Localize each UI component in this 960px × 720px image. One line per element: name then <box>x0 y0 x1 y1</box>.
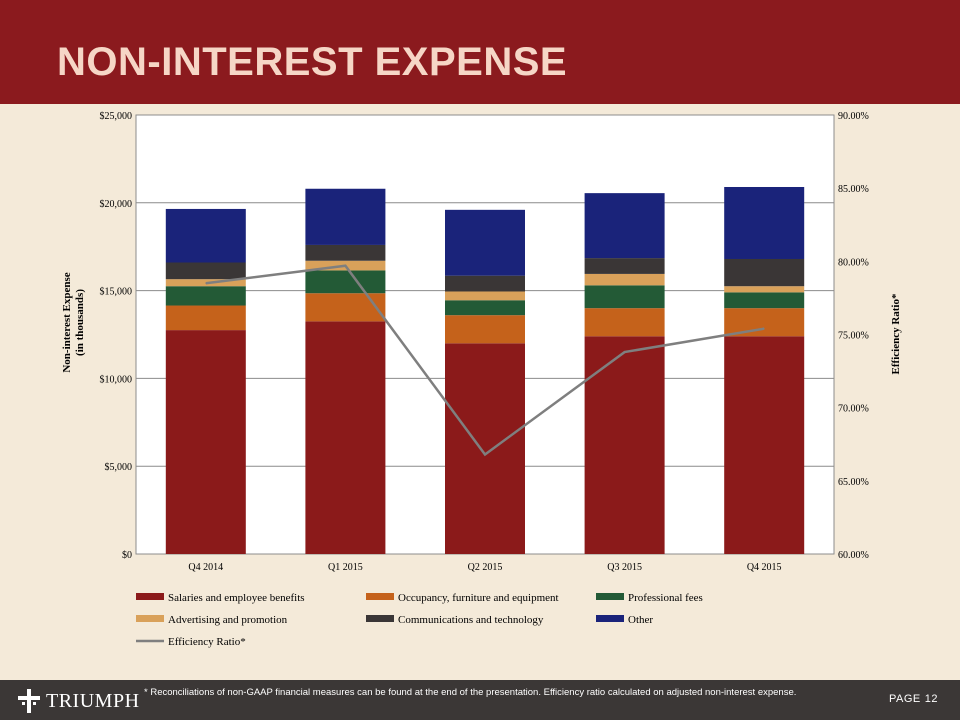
footnote: * Reconciliations of non-GAAP financial … <box>144 687 797 698</box>
bar-segment <box>584 308 665 337</box>
efficiency-ratio-point <box>624 351 626 353</box>
footer-bar: TRIUMPH * Reconciliations of non-GAAP fi… <box>0 680 960 720</box>
bar-segment <box>445 343 525 554</box>
y2-tick-label: 70.00% <box>838 404 869 415</box>
legend-label: Other <box>628 614 653 626</box>
legend-label: Salaries and employee benefits <box>168 592 305 604</box>
legend-swatch <box>366 615 394 622</box>
page-label: PAGE <box>888 693 921 705</box>
y-axis-label: Non-interest Expense(in thousands) <box>61 272 86 372</box>
bar-segment <box>724 286 805 293</box>
x-tick-label: Q1 2015 <box>328 562 363 573</box>
efficiency-ratio-point <box>763 328 765 330</box>
bar-segment <box>305 244 386 261</box>
cross-logo-icon <box>18 689 40 713</box>
bar-segment <box>165 330 246 554</box>
bar-segment <box>165 286 246 306</box>
y2-tick-label: 60.00% <box>838 550 869 561</box>
bar-segment <box>165 262 246 280</box>
bar-segment <box>584 273 665 286</box>
y2-tick-label: 65.00% <box>838 477 869 488</box>
page-number-value: 12 <box>924 693 938 705</box>
bar-segment <box>445 300 525 316</box>
bar-segment <box>724 308 805 337</box>
y2-tick-label: 80.00% <box>838 257 869 268</box>
legend-swatch <box>596 615 624 622</box>
legend-label: Occupancy, furniture and equipment <box>398 592 559 604</box>
legend-label: Communications and technology <box>398 614 544 626</box>
bar-segment <box>584 285 665 309</box>
efficiency-ratio-point <box>344 265 346 267</box>
legend-swatch <box>136 615 164 622</box>
bar-segment <box>305 188 386 245</box>
x-tick-label: Q4 2015 <box>747 562 782 573</box>
page-title: NON-INTEREST EXPENSE <box>57 40 568 84</box>
y2-axis-label: Efficiency Ratio* <box>890 293 902 374</box>
y-tick-label: $25,000 <box>100 111 133 122</box>
bar-segment <box>584 193 665 259</box>
bar-segment <box>165 305 246 331</box>
x-tick-label: Q3 2015 <box>607 562 642 573</box>
header-bar: NON-INTEREST EXPENSE <box>0 0 960 104</box>
bar-segment <box>445 291 525 301</box>
y-tick-label: $20,000 <box>100 199 133 210</box>
legend-swatch <box>366 593 394 600</box>
bar-segment <box>305 321 386 554</box>
bar-segment <box>724 186 805 259</box>
bar-segment <box>445 275 525 292</box>
expense-chart: $0 $5,000 $10,000 $15,000 $20,000 $25,000 60.0… <box>61 111 902 648</box>
bar-segment <box>584 336 665 554</box>
bar-segment <box>165 208 246 263</box>
legend-label: Professional fees <box>628 592 703 604</box>
bar-segment <box>724 258 805 287</box>
page-number: PAGE 12 <box>889 693 942 705</box>
efficiency-ratio-point <box>205 282 207 284</box>
efficiency-ratio-point <box>484 453 486 455</box>
bar-segment <box>305 293 386 322</box>
y2-tick-label: 90.00% <box>838 111 869 122</box>
legend-swatch <box>596 593 624 600</box>
y2-tick-label: 85.00% <box>838 184 869 195</box>
legend-label: Advertising and promotion <box>168 614 288 626</box>
y-tick-label: $5,000 <box>105 462 133 473</box>
triumph-logo: TRIUMPH <box>18 688 140 714</box>
legend-swatch <box>136 593 164 600</box>
y2-tick-label: 75.00% <box>838 331 869 342</box>
bar-segment <box>724 292 805 309</box>
y-tick-label: $0 <box>122 550 132 561</box>
bar-segment <box>445 209 525 276</box>
bar-segment <box>584 258 665 274</box>
x-tick-label: Q2 2015 <box>468 562 503 573</box>
legend-label: Efficiency Ratio* <box>168 636 246 648</box>
y-tick-label: $15,000 <box>100 287 133 298</box>
y-tick-label: $10,000 <box>100 374 133 385</box>
bar-segment <box>305 270 386 294</box>
bar-segment <box>445 315 525 344</box>
bar-segment <box>724 336 805 554</box>
x-tick-label: Q4 2014 <box>188 562 223 573</box>
logo-text: TRIUMPH <box>46 689 140 712</box>
